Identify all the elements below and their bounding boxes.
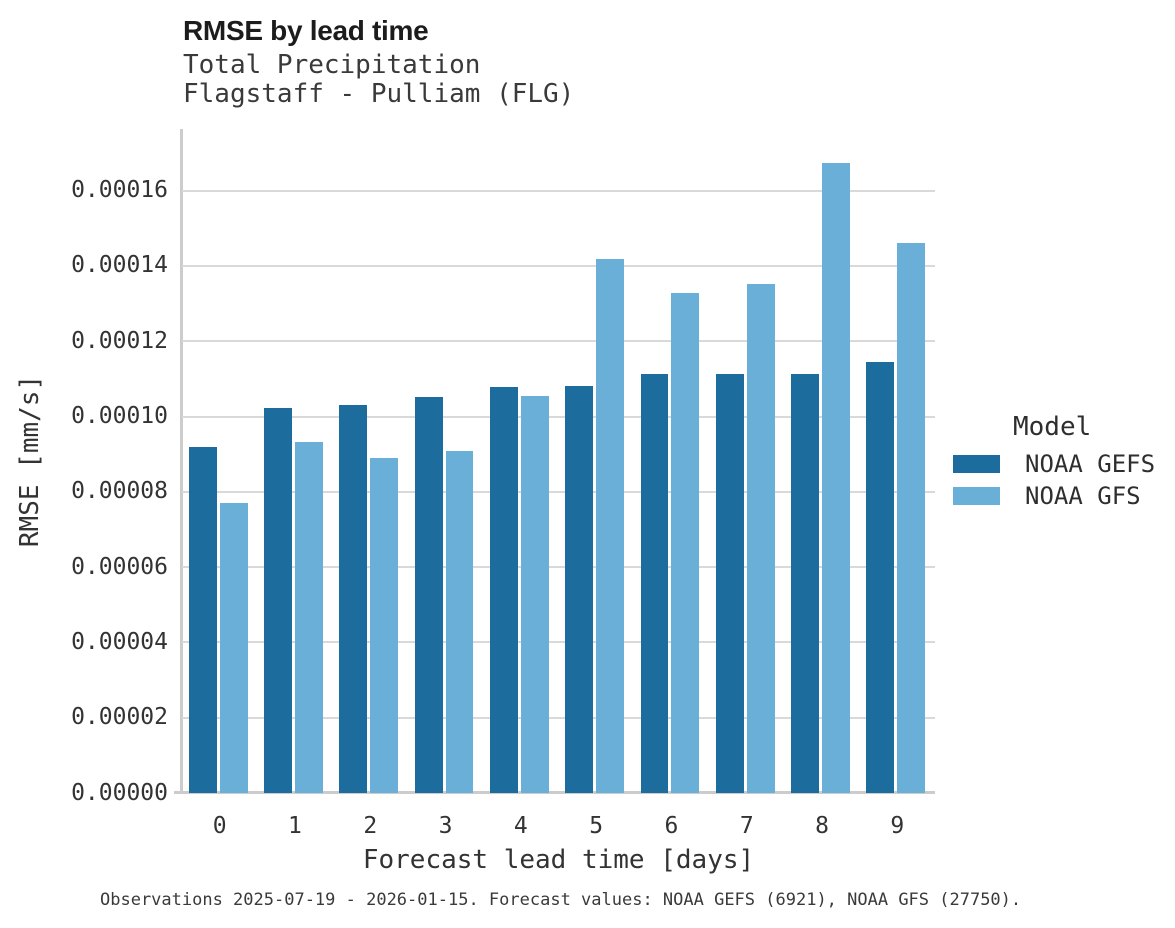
x-tick-label: 7 (739, 813, 754, 839)
legend-items: NOAA GEFS NOAA GFS (953, 449, 1155, 513)
bar-noaa-gfs-lead-5 (596, 258, 624, 793)
legend-swatch-icon (953, 487, 1000, 505)
x-tick-label: 3 (438, 813, 453, 839)
y-tick-label: 0.00010 (71, 402, 168, 429)
gridline (182, 340, 935, 343)
bar-noaa-gefs-lead-8 (791, 373, 820, 793)
x-tick-label: 1 (288, 813, 302, 839)
x-tick-label: 5 (589, 813, 604, 839)
bar-noaa-gefs-lead-0 (188, 447, 217, 793)
legend-item-noaa-gefs: NOAA GEFS (953, 449, 1155, 479)
bar-noaa-gefs-lead-9 (866, 362, 895, 793)
bar-noaa-gfs-lead-7 (746, 283, 775, 793)
bar-noaa-gefs-lead-2 (339, 405, 368, 793)
y-tick-label: 0.00014 (71, 252, 168, 279)
x-tick-label: 6 (664, 813, 679, 839)
y-tick-label: 0.00006 (71, 553, 168, 580)
bar-noaa-gfs-lead-3 (445, 450, 474, 793)
bar-noaa-gfs-lead-2 (370, 458, 399, 793)
x-tick-label: 0 (212, 813, 227, 839)
legend-swatch-icon (953, 455, 1000, 473)
y-tick-label: 0.00002 (71, 704, 168, 731)
gridline (182, 566, 935, 569)
x-axis-line (174, 791, 935, 794)
y-tick-label: 0.00012 (71, 327, 168, 354)
y-tick-label: 0.00004 (71, 628, 168, 655)
chart-title: RMSE by lead time (183, 15, 429, 46)
bar-noaa-gefs-lead-6 (640, 373, 669, 793)
legend-label: NOAA GFS (1025, 482, 1141, 510)
legend-title: Model (1013, 412, 1092, 442)
bar-noaa-gfs-lead-9 (897, 242, 926, 793)
x-tick-label: 4 (513, 813, 528, 839)
gridline (182, 415, 935, 418)
y-tick-label: 0.00000 (71, 779, 168, 806)
x-tick-label: 9 (890, 813, 905, 839)
y-tick-label: 0.00008 (71, 478, 168, 505)
gridline (182, 189, 935, 192)
legend-item-noaa-gfs: NOAA GFS (953, 481, 1155, 511)
plot-area (174, 129, 935, 794)
y-axis-line (180, 129, 183, 793)
bar-noaa-gefs-lead-3 (414, 396, 443, 793)
y-tick-label: 0.00016 (71, 177, 168, 204)
x-tick-label: 8 (815, 813, 829, 839)
bar-noaa-gfs-lead-1 (294, 441, 323, 793)
bar-noaa-gefs-lead-5 (565, 386, 594, 793)
x-axis-title: Forecast lead time [days] (362, 845, 755, 875)
bar-noaa-gefs-lead-4 (489, 387, 518, 793)
gridline (182, 716, 935, 719)
bar-noaa-gfs-lead-6 (671, 293, 700, 793)
chart-subtitle-variable: Total Precipitation (183, 50, 481, 80)
legend-label: NOAA GEFS (1025, 450, 1156, 478)
x-tick-label: 2 (363, 813, 378, 839)
gridline (182, 490, 935, 493)
gridline (182, 641, 935, 644)
bar-noaa-gefs-lead-1 (264, 408, 292, 793)
bar-noaa-gfs-lead-0 (219, 502, 248, 793)
footer-caption: Observations 2025-07-19 - 2026-01-15. Fo… (100, 890, 1022, 910)
chart-subtitle-station: Flagstaff - Pulliam (FLG) (183, 79, 575, 109)
bar-noaa-gefs-lead-7 (715, 373, 744, 793)
bar-noaa-gfs-lead-4 (520, 395, 549, 793)
gridline (182, 264, 935, 267)
bar-noaa-gfs-lead-8 (822, 162, 850, 793)
y-axis-title: RMSE [mm/s] (15, 374, 45, 548)
